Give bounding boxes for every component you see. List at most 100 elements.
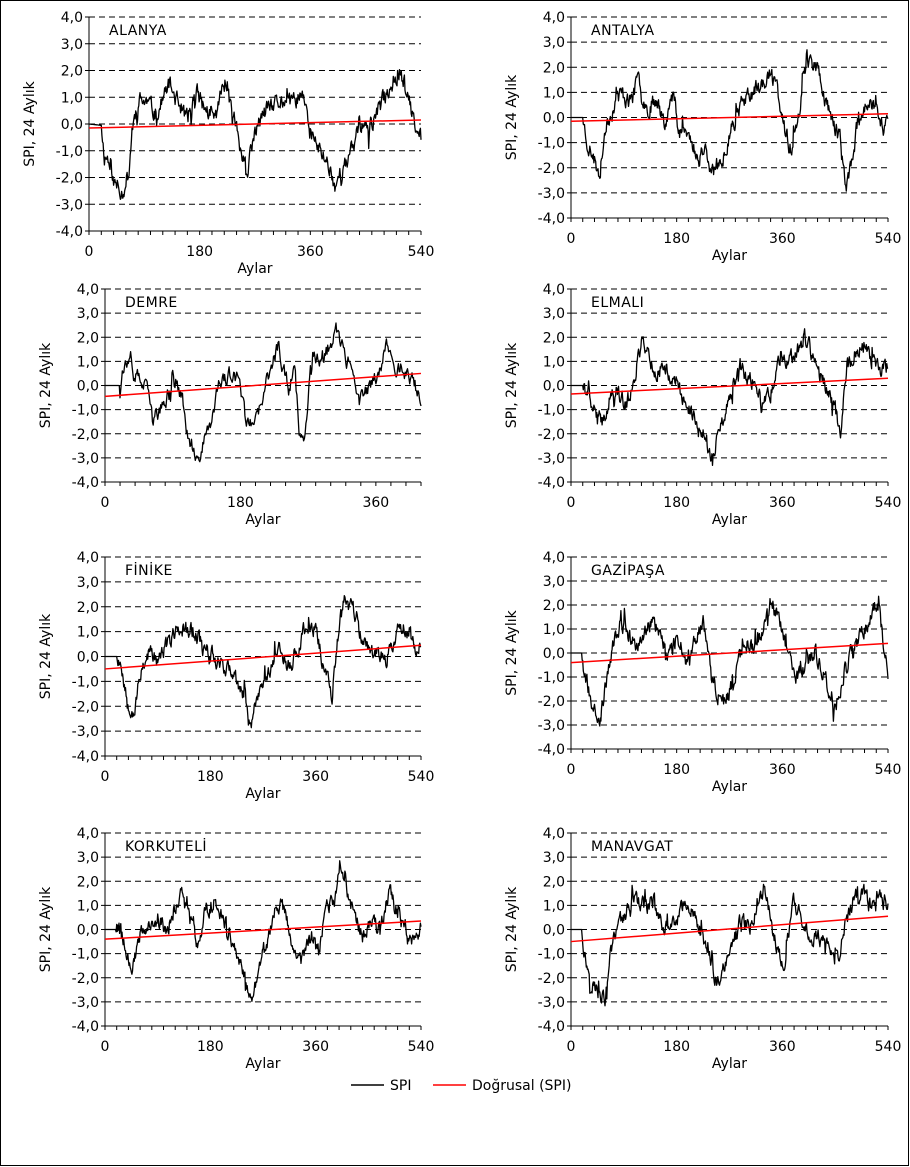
x-tick-label: 180: [663, 1039, 690, 1055]
y-tick-label: 1,0: [77, 898, 99, 914]
y-tick-label: -4,0: [538, 742, 565, 758]
x-tick-label: 0: [101, 769, 110, 785]
y-tick-label: -4,0: [538, 211, 565, 227]
station-name: FİNİKE: [125, 561, 173, 579]
x-axis-title: Aylar: [712, 512, 747, 528]
y-tick-label: -2,0: [538, 161, 565, 177]
y-tick-label: -4,0: [72, 1019, 99, 1035]
x-tick-label: 540: [875, 762, 902, 778]
y-tick-label: -3,0: [72, 724, 99, 740]
y-tick-label: 4,0: [543, 282, 565, 298]
y-tick-label: -3,0: [538, 995, 565, 1011]
x-tick-label: 360: [302, 769, 329, 785]
x-tick-label: 180: [663, 762, 690, 778]
spi-series-line: [105, 322, 422, 463]
x-tick-label: 540: [875, 231, 902, 247]
y-tick-label: -1,0: [72, 947, 99, 963]
x-tick-label: 540: [408, 1039, 435, 1055]
y-tick-label: 2,0: [543, 60, 565, 76]
station-name: KORKUTELİ: [125, 837, 207, 855]
legend: SPI Doğrusal (SPI): [351, 1078, 571, 1094]
x-tick-label: 180: [663, 495, 690, 511]
x-tick-label: 180: [197, 769, 224, 785]
y-axis-title: SPI, 24 Aylık: [504, 74, 520, 160]
x-tick-label: 0: [85, 244, 94, 260]
x-axis-title: Aylar: [712, 1056, 747, 1072]
station-name: GAZİPAŞA: [591, 561, 665, 579]
y-axis-title: SPI, 24 Aylık: [38, 342, 54, 428]
x-tick-label: 0: [567, 762, 576, 778]
y-axis-title: SPI, 24 Aylık: [22, 80, 38, 166]
y-tick-label: 4,0: [77, 282, 99, 298]
y-tick-label: 2,0: [543, 598, 565, 614]
y-tick-label: 1,0: [543, 85, 565, 101]
y-tick-label: 3,0: [543, 35, 565, 51]
y-tick-label: -1,0: [72, 403, 99, 419]
y-tick-label: -2,0: [538, 427, 565, 443]
x-tick-label: 360: [769, 1039, 796, 1055]
y-tick-label: -4,0: [56, 224, 83, 240]
x-axis-title: Aylar: [237, 261, 272, 277]
station-name: DEMRE: [125, 295, 178, 311]
x-tick-label: 540: [875, 1039, 902, 1055]
y-tick-label: 0,0: [77, 379, 99, 395]
y-tick-label: -1,0: [72, 674, 99, 690]
trend-line: [570, 112, 889, 123]
y-tick-label: -2,0: [72, 971, 99, 987]
y-tick-label: 2,0: [61, 64, 83, 80]
spi-series-line: [88, 68, 422, 200]
spi-series-line: [570, 328, 889, 467]
x-tick-label: 540: [408, 769, 435, 785]
y-axis-title: SPI, 24 Aylık: [504, 609, 520, 695]
y-tick-label: 2,0: [77, 330, 99, 346]
y-tick-label: 3,0: [77, 306, 99, 322]
y-tick-label: 0,0: [543, 111, 565, 127]
y-tick-label: -1,0: [538, 136, 565, 152]
panel-gazi-pa-a: 4,0 3,0 2,0 1,0 0,0 -1,0 -2,0 -3,0 -4,00 180 360 54…: [504, 550, 901, 795]
panel-elmali: 4,0 3,0 2,0 1,0 0,0 -1,0 -2,0 -3,0 -4,00 180 360 54…: [504, 282, 901, 528]
x-tick-label: 540: [408, 244, 435, 260]
panel-manavgat: 4,0 3,0 2,0 1,0 0,0 -1,0 -2,0 -3,0 -4,00 180 360 54…: [504, 826, 901, 1072]
spi-series-line: [104, 595, 422, 729]
y-tick-label: 0,0: [543, 379, 565, 395]
trend-line: [104, 372, 422, 398]
y-tick-label: -4,0: [72, 749, 99, 765]
station-name: ELMALI: [591, 295, 644, 311]
y-tick-label: 2,0: [77, 874, 99, 890]
spi-series-line: [570, 49, 889, 192]
y-tick-label: 2,0: [543, 874, 565, 890]
y-tick-label: 4,0: [61, 10, 83, 26]
y-tick-label: 0,0: [61, 117, 83, 133]
y-tick-label: 2,0: [77, 600, 99, 616]
legend-trend-label: Doğrusal (SPI): [472, 1078, 571, 1094]
x-tick-label: 360: [302, 1039, 329, 1055]
y-tick-label: 0,0: [543, 646, 565, 662]
y-tick-label: 4,0: [543, 826, 565, 842]
y-axis-title: SPI, 24 Aylık: [38, 613, 54, 699]
y-tick-label: -4,0: [538, 1019, 565, 1035]
y-tick-label: -3,0: [538, 718, 565, 734]
y-tick-label: -3,0: [72, 995, 99, 1011]
station-name: MANAVGAT: [591, 839, 673, 855]
y-tick-label: 4,0: [77, 550, 99, 566]
y-tick-label: 4,0: [77, 826, 99, 842]
x-axis-title: Aylar: [712, 248, 747, 264]
panel-demre: 4,0 3,0 2,0 1,0 0,0 -1,0 -2,0 -3,0 -4,00 180 360 Ay…: [38, 282, 422, 528]
y-tick-label: 0,0: [77, 923, 99, 939]
y-tick-label: -4,0: [72, 475, 99, 491]
trend-line: [570, 377, 889, 395]
panel-alanya: 4,0 3,0 2,0 1,0 0,0 -1,0 -2,0 -3,0 -4,00 180 360 54…: [22, 10, 434, 277]
trend-line: [104, 920, 422, 940]
legend-spi-label: SPI: [390, 1078, 411, 1094]
x-axis-title: Aylar: [245, 512, 280, 528]
x-tick-label: 0: [567, 495, 576, 511]
y-tick-label: -2,0: [56, 171, 83, 187]
x-tick-label: 540: [875, 495, 902, 511]
x-axis-title: Aylar: [245, 1056, 280, 1072]
y-tick-label: -1,0: [538, 670, 565, 686]
spi-series-line: [570, 883, 889, 1007]
y-tick-label: -2,0: [538, 971, 565, 987]
y-tick-label: -2,0: [538, 694, 565, 710]
